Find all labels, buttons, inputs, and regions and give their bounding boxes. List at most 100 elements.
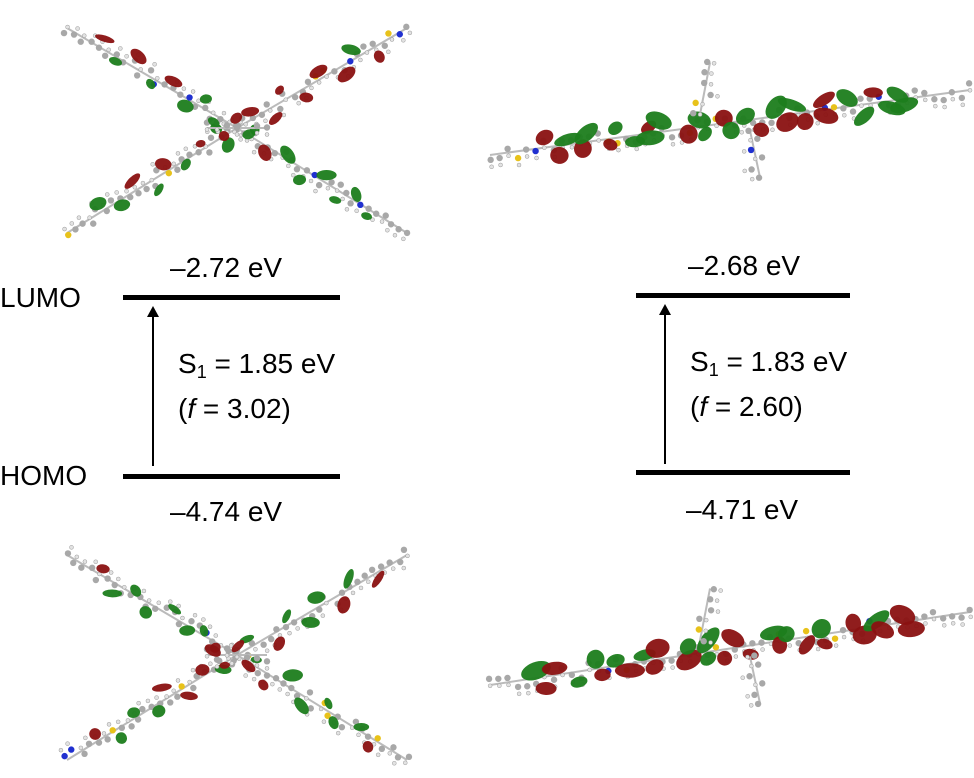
- hydrogen-atom: [358, 57, 363, 63]
- orbital-lobe: [180, 158, 191, 171]
- atom: [107, 197, 115, 204]
- atom: [400, 546, 408, 554]
- atom: [751, 691, 758, 699]
- atom: [331, 68, 338, 75]
- hydrogen-atom: [93, 559, 98, 565]
- hydrogen-atom: [251, 676, 257, 682]
- hydrogen-atom: [254, 130, 260, 136]
- atom: [88, 38, 95, 45]
- atom: [496, 154, 503, 162]
- hydrogen-atom: [76, 215, 82, 220]
- atom: [668, 134, 676, 141]
- hydrogen-atom: [497, 683, 502, 688]
- hydrogen-atom: [354, 208, 359, 214]
- s1-symbol: S: [690, 346, 709, 377]
- orbital-lobe: [811, 618, 831, 639]
- orbital-lobe: [115, 732, 128, 744]
- hydrogen-atom: [106, 722, 112, 727]
- orbital-lobe: [328, 716, 339, 730]
- atom: [61, 752, 68, 760]
- orbital-lobe: [124, 173, 141, 189]
- atom: [293, 692, 301, 700]
- orbital-lobe: [722, 121, 740, 140]
- orbital-lobe: [282, 669, 303, 682]
- left-s1-energy: S1 = 1.85 eV: [178, 350, 335, 382]
- atom: [347, 200, 354, 207]
- hydrogen-atom: [291, 172, 296, 178]
- orbital-lobe: [89, 196, 107, 211]
- right-homo-level: [636, 470, 850, 475]
- orbital-lobe: [362, 740, 374, 753]
- atom: [911, 87, 918, 94]
- atom: [352, 718, 360, 725]
- atom: [668, 657, 675, 664]
- atom: [282, 623, 290, 631]
- orbital-lobe: [813, 91, 835, 108]
- hydrogen-atom: [65, 741, 70, 746]
- hydrogen-atom: [320, 613, 326, 618]
- hydrogen-atom: [815, 646, 821, 652]
- atom: [931, 96, 938, 103]
- hydrogen-atom: [407, 30, 413, 36]
- hydrogen-atom: [125, 718, 131, 723]
- hydrogen-atom: [268, 108, 273, 113]
- hydrogen-atom: [742, 168, 747, 174]
- f-symbol: f: [187, 393, 196, 424]
- atom: [337, 181, 344, 188]
- orbital-lobe: [777, 97, 807, 112]
- atom: [929, 608, 937, 616]
- orbital-lobe: [179, 625, 196, 636]
- atom: [524, 683, 531, 690]
- atom: [315, 181, 323, 189]
- atom: [81, 750, 88, 758]
- hydrogen-atom: [324, 600, 329, 606]
- hydrogen-atom: [204, 654, 210, 659]
- atom: [849, 108, 857, 115]
- orbital-lobe: [241, 659, 256, 673]
- orbital-lobe: [603, 138, 618, 151]
- atom: [758, 154, 766, 161]
- atom: [188, 618, 195, 625]
- atom: [382, 212, 389, 219]
- hydrogen-atom: [156, 600, 162, 606]
- atom: [354, 578, 361, 586]
- orbital-lobe: [218, 130, 230, 141]
- orbital-lobe: [776, 112, 799, 132]
- orbital-lobe: [294, 697, 309, 715]
- atom: [373, 210, 380, 217]
- orbital-lobe: [343, 568, 354, 589]
- hydrogen-atom: [616, 147, 621, 153]
- f-value: = 3.02): [195, 393, 291, 424]
- atom: [213, 656, 221, 663]
- orbital-lobe: [151, 683, 172, 692]
- hydrogen-atom: [264, 666, 270, 671]
- atom: [831, 635, 839, 642]
- f-symbol: f: [699, 391, 708, 422]
- orbital-lobe: [863, 610, 890, 632]
- orbital-lobe: [219, 661, 231, 669]
- atom: [258, 111, 266, 118]
- hydrogen-atom: [83, 735, 88, 741]
- hydrogen-atom: [516, 162, 522, 168]
- hydrogen-atom: [285, 691, 290, 697]
- orbital-lobe: [280, 145, 296, 164]
- atom: [153, 167, 160, 174]
- orbital-lobe: [96, 564, 110, 574]
- hydrogen-atom: [370, 217, 375, 222]
- hydrogen-atom: [703, 617, 709, 623]
- hydrogen-atom: [313, 188, 318, 194]
- hydrogen-atom: [487, 683, 493, 689]
- right-homo-orbital-image: [485, 586, 973, 708]
- atom: [139, 705, 146, 713]
- atom: [365, 205, 372, 212]
- hydrogen-atom: [745, 694, 750, 699]
- atom: [324, 712, 331, 719]
- atom: [921, 89, 928, 97]
- atom: [307, 705, 314, 712]
- orbital-lobe: [309, 64, 328, 79]
- atom: [177, 91, 184, 98]
- atom: [745, 127, 752, 135]
- hydrogen-atom: [841, 634, 847, 640]
- atom: [361, 572, 368, 579]
- atom: [148, 703, 155, 711]
